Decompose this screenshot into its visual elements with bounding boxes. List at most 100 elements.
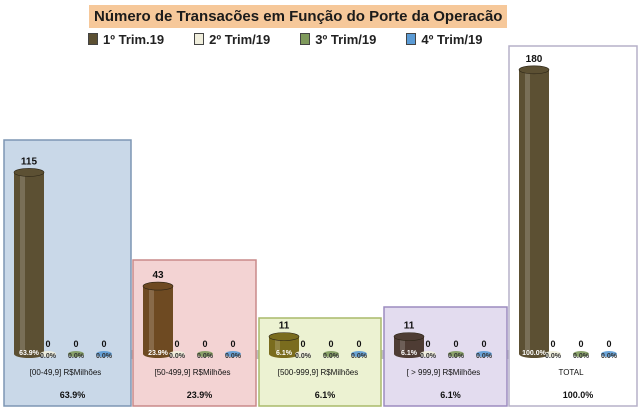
bar-zero [295, 351, 311, 357]
share-label: 63.9% [60, 390, 86, 400]
legend-label-q1: 1º Trim.19 [103, 31, 165, 47]
pct-label: 0.0% [601, 353, 618, 360]
legend-item-q1: 1º Trim.19 [88, 30, 164, 48]
pct-label: 0.0% [476, 353, 493, 360]
legend-swatch-q4 [406, 33, 417, 45]
chart-title: Número de Transacões em Função do Porte … [89, 5, 508, 28]
pct-label: 6.1% [276, 350, 293, 357]
bar-highlight [525, 69, 530, 354]
data-label: 11 [404, 321, 415, 332]
data-label: 0 [606, 339, 611, 349]
bar-top [13, 168, 45, 177]
data-label: 0 [202, 339, 207, 349]
data-label: 0 [425, 339, 430, 349]
category-label: TOTAL [558, 368, 584, 377]
data-label: 0 [453, 339, 458, 349]
bar-zero [448, 351, 464, 357]
data-label: 0 [578, 339, 583, 349]
category-label: [50-499,9] R$Milhões [154, 368, 230, 377]
data-label: 115 [21, 156, 38, 167]
data-label: 0 [101, 339, 106, 349]
bar-highlight [275, 336, 280, 354]
data-label: 0 [356, 339, 361, 349]
pct-label: 0.0% [96, 353, 113, 360]
share-label: 6.1% [440, 390, 461, 400]
bar-zero [601, 351, 617, 357]
data-label: 0 [328, 339, 333, 349]
bar [269, 336, 299, 354]
data-label: 0 [481, 339, 486, 349]
data-label: 11 [279, 321, 290, 332]
bar [394, 336, 424, 354]
bar-zero [68, 351, 84, 357]
legend-label-q3: 3º Trim/19 [315, 31, 377, 47]
bar-zero [573, 351, 589, 357]
bar-zero [40, 351, 56, 357]
bar-zero [169, 351, 185, 357]
pct-label: 0.0% [573, 353, 590, 360]
pct-label: 0.0% [197, 353, 214, 360]
bar-top [268, 332, 300, 341]
legend-item-q4: 4º Trim/19 [406, 30, 483, 48]
bar-highlight [400, 336, 405, 354]
pct-label: 0.0% [448, 353, 465, 360]
bar [519, 69, 549, 354]
legend-label-q2: 2º Trim/19 [209, 31, 271, 47]
pct-label: 63.9% [19, 350, 40, 357]
pct-label: 0.0% [169, 353, 186, 360]
category-label: [ > 999,9] R$Milhões [407, 368, 481, 377]
bar-bottom [519, 350, 549, 358]
data-label: 0 [174, 339, 179, 349]
pct-label: 0.0% [545, 353, 562, 360]
bar-zero [96, 351, 112, 357]
data-label: 180 [526, 54, 543, 65]
bar-bottom [394, 350, 424, 358]
bar-zero [225, 351, 241, 357]
data-label: 0 [230, 339, 235, 349]
bar-top [518, 65, 550, 75]
bar-bottom [269, 350, 299, 358]
share-label: 100.0% [563, 390, 594, 400]
pct-label: 6.1% [401, 350, 418, 357]
pct-label: 0.0% [351, 353, 368, 360]
pct-label: 100.0% [522, 350, 547, 357]
share-label: 6.1% [315, 390, 336, 400]
legend-swatch-q3 [300, 33, 311, 45]
legend-swatch-q2 [194, 33, 205, 45]
pct-label: 0.0% [323, 353, 340, 360]
data-label: 0 [73, 339, 78, 349]
bar-top [142, 281, 174, 291]
pct-label: 0.0% [225, 353, 242, 360]
bar-zero [545, 351, 561, 357]
category-label: [500-999,9] R$Milhões [278, 368, 359, 377]
legend-label-q4: 4º Trim/19 [421, 31, 483, 47]
data-label: 43 [152, 270, 164, 281]
pct-label: 0.0% [295, 353, 312, 360]
bar-zero [323, 351, 339, 357]
bar [14, 172, 44, 354]
bar-zero [351, 351, 367, 357]
bar [143, 286, 173, 354]
bar-top [393, 332, 425, 341]
bar-highlight [149, 286, 154, 354]
bar-zero [420, 351, 436, 357]
bar-zero [476, 351, 492, 357]
legend-item-q2: 2º Trim/19 [194, 30, 270, 48]
data-label: 0 [550, 339, 555, 349]
data-label: 0 [45, 339, 50, 349]
bar-bottom [14, 350, 44, 358]
legend: 1º Trim.19 2º Trim/19 3º Trim/19 4º Trim… [88, 30, 513, 48]
pct-label: 0.0% [40, 353, 57, 360]
bar-bottom [143, 350, 173, 358]
category-label: [00-49,9] R$Milhões [30, 368, 102, 377]
legend-item-q3: 3º Trim/19 [300, 30, 376, 48]
pct-label: 23.9% [148, 350, 169, 357]
bar-highlight [20, 172, 25, 354]
pct-label: 0.0% [420, 353, 437, 360]
data-label: 0 [300, 339, 305, 349]
bar-zero [197, 351, 213, 357]
pct-label: 0.0% [68, 353, 85, 360]
share-label: 23.9% [187, 390, 213, 400]
legend-swatch-q1 [88, 33, 98, 45]
